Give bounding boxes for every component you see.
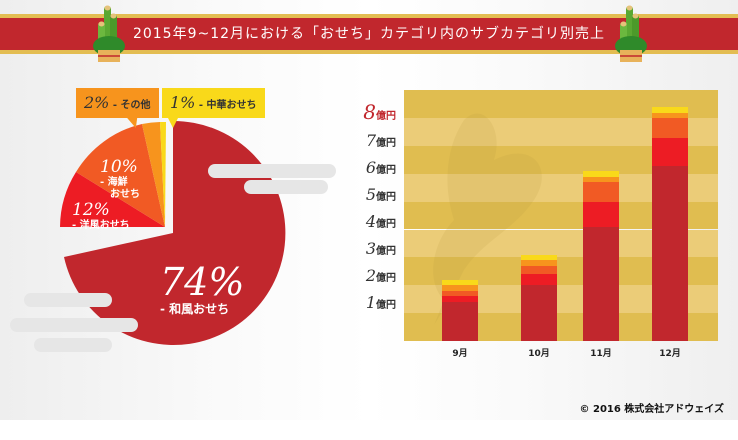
pie-label-washoku: 74% - 和風おせち (160, 260, 245, 316)
pie-slice-sonota (142, 122, 165, 227)
callout-sonota: 2% - その他 (76, 88, 159, 118)
cloud-decoration (24, 293, 112, 307)
bar-nov (583, 171, 619, 341)
page-title: 2015年9~12月における「おせち」カテゴリ内のサブカテゴリ別売上 (132, 26, 606, 42)
y-axis-label-3: 3億円 (365, 239, 396, 258)
cloud-decoration (10, 318, 138, 332)
kadomatsu-left-icon (92, 4, 126, 64)
pie-label-yofu: 12% - 洋風おせち (72, 200, 130, 231)
copyright-text: © 2016 株式会社アドウェイズ (579, 404, 725, 415)
y-axis-label-6: 6億円 (365, 158, 396, 177)
y-axis-label-2: 2億円 (365, 266, 396, 285)
pie-slice-yofu (60, 172, 165, 227)
y-axis-label-5: 5億円 (365, 185, 396, 204)
bar-oct (521, 254, 557, 342)
pie-slice-kaisen (76, 124, 165, 227)
y-axis-label-4: 4億円 (365, 212, 396, 231)
callout-chuka: 1% - 中華おせち (162, 88, 265, 128)
kadomatsu-right-icon (614, 4, 648, 64)
bar-dec (652, 107, 688, 341)
pie-slice-chuka (160, 121, 166, 227)
y-axis-label-7: 7億円 (365, 131, 396, 150)
y-axis-label-1: 1億円 (365, 293, 396, 312)
cloud-decoration (34, 338, 112, 352)
crane-watermark-icon (433, 113, 542, 325)
x-axis-label-sep: 9月 (452, 349, 468, 359)
y-axis-label-8: 8億円 (363, 100, 396, 124)
x-axis-label-dec: 12月 (659, 349, 681, 359)
cloud-decoration (208, 164, 336, 178)
x-axis-label-oct: 10月 (528, 349, 550, 359)
x-axis-label-nov: 11月 (590, 349, 612, 359)
bar-chart-plot-area (404, 90, 718, 341)
pie-label-kaisen: 10% - 海鮮 おせち (100, 157, 140, 200)
infographic-canvas: 2015年9~12月における「おせち」カテゴリ内のサブカテゴリ別売上 (0, 0, 738, 420)
bar-sep (442, 279, 478, 341)
cloud-decoration (244, 180, 328, 194)
